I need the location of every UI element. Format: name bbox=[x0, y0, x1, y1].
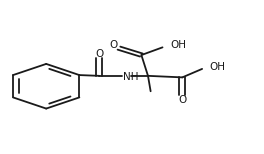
Text: O: O bbox=[178, 95, 186, 105]
Text: NH: NH bbox=[123, 72, 138, 82]
Text: OH: OH bbox=[210, 62, 225, 72]
Text: OH: OH bbox=[170, 40, 186, 50]
Text: O: O bbox=[95, 49, 103, 59]
Text: O: O bbox=[109, 40, 117, 50]
